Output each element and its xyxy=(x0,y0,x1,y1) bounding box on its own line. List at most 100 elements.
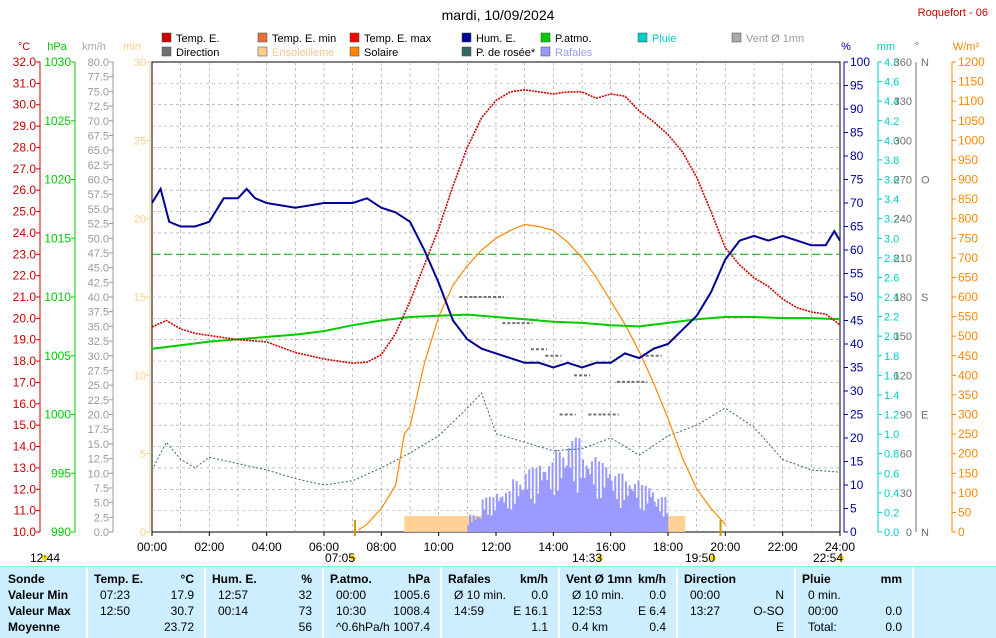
direction-row-value: O-SO xyxy=(753,604,784,618)
gust-bar xyxy=(470,522,473,532)
rain-axis-tick-label: 2.4 xyxy=(884,292,899,304)
vent-row-value: 0.4 xyxy=(649,620,666,634)
gust-bar xyxy=(567,447,570,532)
gust-bar xyxy=(524,473,527,532)
temp-axis-tick-label: 24.0 xyxy=(13,226,37,240)
pluie-header: Pluie xyxy=(802,572,831,586)
wind-axis-tick-label: 17.5 xyxy=(88,424,109,436)
gust-bar xyxy=(494,510,497,532)
stats-table: Sonde Valeur Min Valeur Max Moyenne Temp. E.… xyxy=(0,566,996,638)
direction-axis-tick-label: 60 xyxy=(900,449,912,461)
rain-axis-tick-label: 4.6 xyxy=(884,77,899,89)
gust-bar xyxy=(592,484,595,532)
sun-events: 12:44 07:05 14:33 19:50 22:54 xyxy=(30,520,844,565)
humidity-axis-tick-label: 60 xyxy=(850,243,864,257)
legend-swatch xyxy=(257,46,268,57)
humidity-unit-label: % xyxy=(841,41,851,53)
vent-header: Vent Ø 1mn xyxy=(566,572,633,586)
rain-axis-tick-label: 4.4 xyxy=(884,96,899,108)
humidity-axis-tick-label: 10 xyxy=(850,478,864,492)
legend-label: Temp. E. max xyxy=(364,33,432,45)
direction-row-time: 00:00 xyxy=(690,588,721,602)
gust-bar xyxy=(478,517,481,532)
transit-time: 14:33 xyxy=(572,551,602,565)
rain-axis-tick-label: 4.8 xyxy=(884,57,899,69)
gust-bar xyxy=(499,497,502,532)
temp-axis-tick-label: 17.0 xyxy=(13,375,37,389)
humidity-axis-tick-label: 40 xyxy=(850,337,864,351)
gust-bar xyxy=(546,479,549,532)
solar-unit-label: W/m² xyxy=(953,41,980,53)
solar-axis-tick-label: 250 xyxy=(958,427,978,441)
humidity-axis-tick-label: 90 xyxy=(850,102,864,116)
solar-axis-tick-label: 1100 xyxy=(958,94,984,108)
gust-bar xyxy=(479,518,482,532)
gust-bar xyxy=(504,493,507,532)
temp-axis-tick-label: 32.0 xyxy=(13,55,37,69)
gust-bar xyxy=(519,484,522,532)
patmo-header: P.atmo. xyxy=(330,572,372,586)
gust-bar xyxy=(660,497,663,532)
legend: Temp. E. Temp. E. min Temp. E. max Hum. E. P… xyxy=(161,32,804,59)
gust-bar xyxy=(487,514,490,532)
legend-swatch xyxy=(161,32,172,43)
column-separator xyxy=(558,567,560,638)
gust-bar xyxy=(619,508,622,532)
direction-axis-tick-label: 30 xyxy=(900,488,912,500)
row-label-min: Valeur Min xyxy=(8,588,69,602)
rain-axis-tick-label: 3.4 xyxy=(884,194,899,206)
solar-axis-tick-label: 100 xyxy=(958,486,978,500)
temp-axis-tick-label: 18.0 xyxy=(13,354,37,368)
gust-bar xyxy=(648,488,651,532)
wind-axis-tick-label: 35.0 xyxy=(88,321,109,333)
station-name: Roquefort - 06 xyxy=(918,7,988,19)
gust-bar xyxy=(556,490,559,532)
solar-axis-tick-label: 200 xyxy=(958,447,978,461)
wind-axis-tick-label: 37.5 xyxy=(88,307,109,319)
temp-axis-tick-label: 10.0 xyxy=(13,525,37,539)
vent-row-time: Ø 10 min. xyxy=(572,588,625,602)
temp-axis-tick-label: 21.0 xyxy=(13,290,37,304)
gust-bar xyxy=(564,467,567,532)
pressure-axis-tick-label: 1010 xyxy=(44,290,71,304)
legend-label: Temp. E. min xyxy=(272,33,336,45)
legend-label: P. de rosée* xyxy=(476,47,536,59)
temp-axis-tick-label: 29.0 xyxy=(13,119,37,133)
direction-axis-cardinal: N xyxy=(921,57,929,69)
solar-line xyxy=(358,223,726,531)
solar-axis-tick-label: 300 xyxy=(958,408,978,422)
pressure-axis-tick-label: 990 xyxy=(51,525,71,539)
hum-row-value: 73 xyxy=(298,604,312,618)
legend-label: P.atmo. xyxy=(555,33,592,45)
rafales-unit: km/h xyxy=(519,572,548,586)
gust-bar xyxy=(666,513,669,532)
gust-bar xyxy=(573,481,576,532)
temp-header: Temp. E. xyxy=(94,572,144,586)
gust-bar xyxy=(506,508,509,532)
wind-axis-tick-label: 30.0 xyxy=(88,351,109,363)
direction-axis-tick-label: 180 xyxy=(894,292,912,304)
grid xyxy=(151,61,841,533)
pressure-line xyxy=(151,313,841,350)
legend-label: Direction xyxy=(176,47,219,59)
gust-bar xyxy=(637,480,640,532)
gust-bar xyxy=(630,488,633,532)
direction-axis-tick-label: 150 xyxy=(894,331,912,343)
rain-axis-tick-label: 1.2 xyxy=(884,410,899,422)
pluie-row-time: 0 min. xyxy=(808,588,841,602)
gust-bar xyxy=(503,502,506,532)
gust-bar xyxy=(512,479,515,532)
column-separator xyxy=(322,567,324,638)
solar-axis-tick-label: 750 xyxy=(958,231,978,245)
gust-bar xyxy=(601,462,604,532)
humidity-axis-tick-label: 50 xyxy=(850,290,864,304)
solar-axis-tick-label: 150 xyxy=(958,466,978,480)
rain-axis-tick-label: 4.2 xyxy=(884,116,899,128)
legend-swatch xyxy=(461,32,472,43)
solar-axis-tick-label: 500 xyxy=(958,329,978,343)
solar-axis-tick-label: 0 xyxy=(958,525,965,539)
legend-swatch xyxy=(161,46,172,57)
gust-bar xyxy=(517,496,520,532)
rain-axis-tick-label: 3.2 xyxy=(884,214,899,226)
column-separator xyxy=(204,567,206,638)
